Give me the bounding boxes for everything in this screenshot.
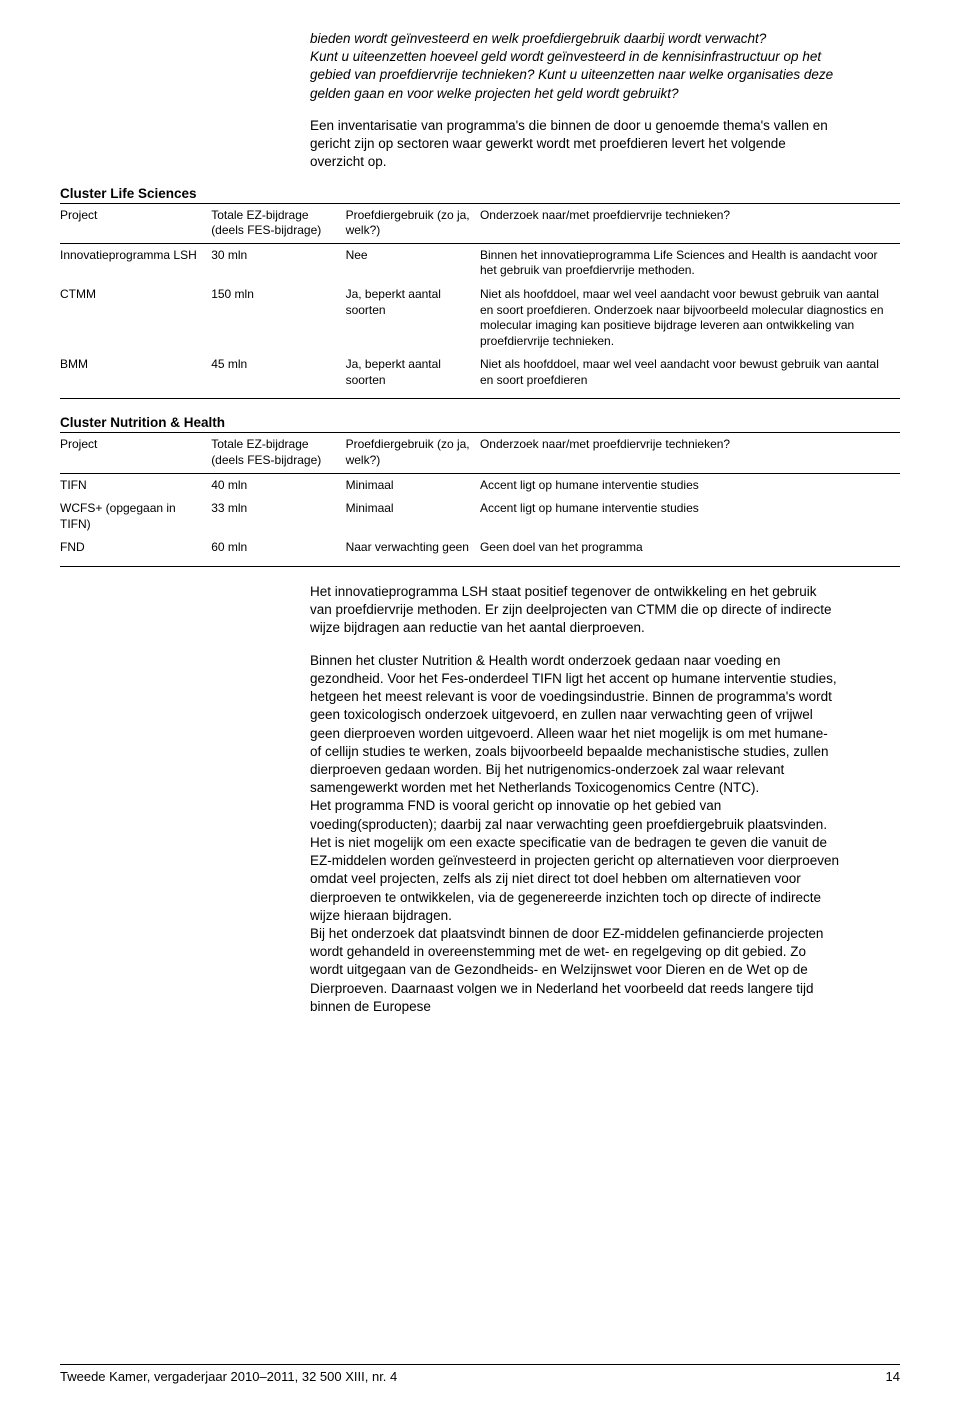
table-row: Innovatieprogramma LSH 30 mln Nee Binnen… xyxy=(60,243,900,283)
footer-reference: Tweede Kamer, vergaderjaar 2010–2011, 32… xyxy=(60,1369,397,1384)
cell-use: Ja, beperkt aantal soorten xyxy=(346,353,480,399)
table2-title: Cluster Nutrition & Health xyxy=(60,415,900,430)
cell-use: Minimaal xyxy=(346,497,480,536)
cell-notes: Niet als hoofddoel, maar wel veel aandac… xyxy=(480,283,900,353)
cell-project: BMM xyxy=(60,353,211,399)
table-row: WCFS+ (opgegaan in TIFN) 33 mln Minimaal… xyxy=(60,497,900,536)
cell-budget: 150 mln xyxy=(211,283,345,353)
table1-header-project: Project xyxy=(60,203,211,243)
cell-use: Ja, beperkt aantal soorten xyxy=(346,283,480,353)
table2-header-notes: Onderzoek naar/met proefdiervrije techni… xyxy=(480,433,900,473)
intro-block: bieden wordt geïnvesteerd en welk proefd… xyxy=(310,30,840,172)
cell-notes: Binnen het innovatieprogramma Life Scien… xyxy=(480,243,900,283)
cell-project: WCFS+ (opgegaan in TIFN) xyxy=(60,497,211,536)
body-paragraph-3c: Het is niet mogelijk om een exacte speci… xyxy=(310,834,840,925)
cell-budget: 45 mln xyxy=(211,353,345,399)
intro-paragraph-1: Een inventarisatie van programma's die b… xyxy=(310,117,840,172)
cell-notes: Accent ligt op humane interventie studie… xyxy=(480,497,900,536)
cell-notes: Accent ligt op humane interventie studie… xyxy=(480,473,900,497)
table-nutrition-health: Project Totale EZ-bijdrage (deels FES-bi… xyxy=(60,432,900,567)
intro-italic-question: bieden wordt geïnvesteerd en welk proefd… xyxy=(310,30,840,103)
table2-header-use: Proefdiergebruik (zo ja, welk?) xyxy=(346,433,480,473)
table-row: TIFN 40 mln Minimaal Accent ligt op huma… xyxy=(60,473,900,497)
cell-notes: Geen doel van het programma xyxy=(480,536,900,566)
cell-budget: 60 mln xyxy=(211,536,345,566)
table1-title: Cluster Life Sciences xyxy=(60,186,900,201)
table1-header-budget: Totale EZ-bijdrage (deels FES-bijdrage) xyxy=(211,203,345,243)
table1-header-row: Project Totale EZ-bijdrage (deels FES-bi… xyxy=(60,203,900,243)
table1-header-use: Proefdiergebruik (zo ja, welk?) xyxy=(346,203,480,243)
body-paragraph-3d: Bij het onderzoek dat plaatsvindt binnen… xyxy=(310,925,840,1016)
cell-budget: 40 mln xyxy=(211,473,345,497)
table1-header-notes: Onderzoek naar/met proefdiervrije techni… xyxy=(480,203,900,243)
table2-header-project: Project xyxy=(60,433,211,473)
cell-project: FND xyxy=(60,536,211,566)
cell-project: Innovatieprogramma LSH xyxy=(60,243,211,283)
body-paragraph-3b: Het programma FND is vooral gericht op i… xyxy=(310,797,840,833)
table-life-sciences: Project Totale EZ-bijdrage (deels FES-bi… xyxy=(60,203,900,400)
footer-page-number: 14 xyxy=(886,1369,900,1384)
cell-notes: Niet als hoofddoel, maar wel veel aandac… xyxy=(480,353,900,399)
body-block: Het innovatieprogramma LSH staat positie… xyxy=(310,583,840,1016)
cell-project: TIFN xyxy=(60,473,211,497)
cell-budget: 33 mln xyxy=(211,497,345,536)
table2-header-row: Project Totale EZ-bijdrage (deels FES-bi… xyxy=(60,433,900,473)
cell-budget: 30 mln xyxy=(211,243,345,283)
cell-use: Minimaal xyxy=(346,473,480,497)
cell-project: CTMM xyxy=(60,283,211,353)
body-paragraph-3a: Binnen het cluster Nutrition & Health wo… xyxy=(310,652,840,798)
page-container: bieden wordt geïnvesteerd en welk proefd… xyxy=(0,0,960,1402)
page-footer: Tweede Kamer, vergaderjaar 2010–2011, 32… xyxy=(60,1364,900,1384)
table-row: BMM 45 mln Ja, beperkt aantal soorten Ni… xyxy=(60,353,900,399)
table-row: FND 60 mln Naar verwachting geen Geen do… xyxy=(60,536,900,566)
table-row: CTMM 150 mln Ja, beperkt aantal soorten … xyxy=(60,283,900,353)
table2-header-budget: Totale EZ-bijdrage (deels FES-bijdrage) xyxy=(211,433,345,473)
body-paragraph-2: Het innovatieprogramma LSH staat positie… xyxy=(310,583,840,638)
cell-use: Nee xyxy=(346,243,480,283)
cell-use: Naar verwachting geen xyxy=(346,536,480,566)
